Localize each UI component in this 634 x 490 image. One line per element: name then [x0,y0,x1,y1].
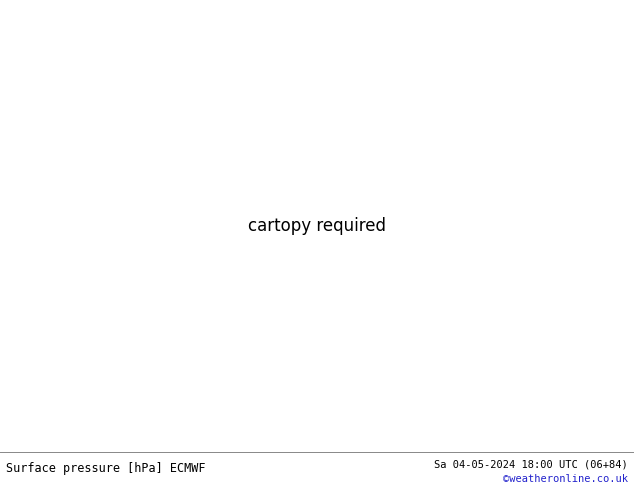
Text: Sa 04-05-2024 18:00 UTC (06+84): Sa 04-05-2024 18:00 UTC (06+84) [434,460,628,469]
Text: cartopy required: cartopy required [248,217,386,235]
Text: ©weatheronline.co.uk: ©weatheronline.co.uk [503,474,628,484]
Text: Surface pressure [hPa] ECMWF: Surface pressure [hPa] ECMWF [6,463,206,475]
